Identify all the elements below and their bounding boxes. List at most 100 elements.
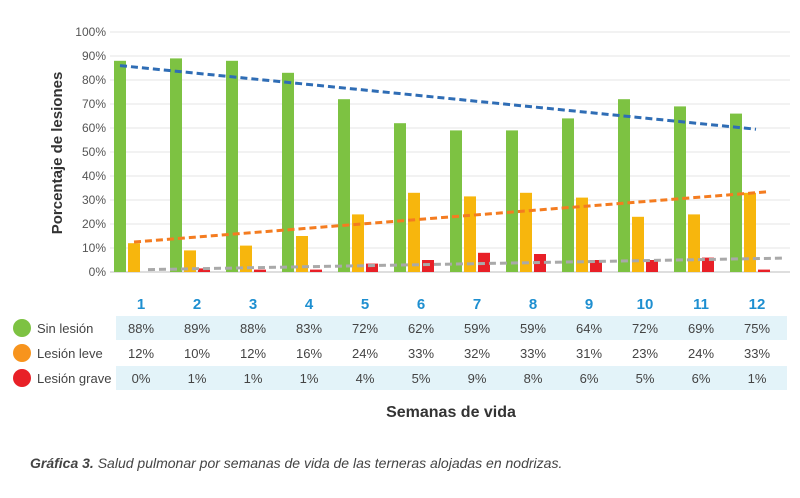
week-number: 8: [529, 296, 537, 313]
table-cell: 4%: [356, 371, 375, 386]
table-cell: 31%: [576, 346, 602, 361]
table-cell: 24%: [688, 346, 714, 361]
bar-sin-lesión: [450, 130, 462, 272]
y-tick-label: 80%: [82, 73, 106, 87]
table-cell: 24%: [352, 346, 378, 361]
table-cell: 6%: [580, 371, 599, 386]
week-number: 3: [249, 296, 257, 313]
bar-sin-lesión: [674, 106, 686, 273]
legend-dot: [13, 319, 31, 337]
table-cell: 23%: [632, 346, 658, 361]
week-number: 9: [585, 296, 593, 313]
caption-number: Gráfica 3.: [30, 455, 94, 471]
table-row-stripe: [116, 316, 787, 340]
bar-sin-lesión: [282, 72, 294, 272]
legend-label: Lesión leve: [37, 346, 103, 361]
bar-lesión-leve: [128, 243, 140, 272]
y-axis-label: Porcentaje de lesiones: [49, 72, 66, 235]
table-cell: 10%: [184, 346, 210, 361]
table-cell: 89%: [184, 321, 210, 336]
bar-sin-lesión: [394, 123, 406, 272]
legend-dot: [13, 344, 31, 362]
table-cell: 33%: [744, 346, 770, 361]
table-cell: 64%: [576, 321, 602, 336]
table-cell: 33%: [408, 346, 434, 361]
table-row-stripe: [116, 366, 787, 390]
y-tick-label: 100%: [75, 25, 106, 39]
table-cell: 9%: [468, 371, 487, 386]
table-cell: 88%: [240, 321, 266, 336]
bar-lesión-grave: [758, 269, 770, 272]
y-tick-label: 70%: [82, 97, 106, 111]
bar-lesión-leve: [744, 192, 756, 272]
table-cell: 59%: [520, 321, 546, 336]
legend-dot: [13, 369, 31, 387]
table-cell: 32%: [464, 346, 490, 361]
bar-sin-lesión: [618, 99, 630, 272]
bar-lesión-leve: [464, 196, 476, 272]
table-cell: 0%: [132, 371, 151, 386]
table-cell: 1%: [748, 371, 767, 386]
figure-caption: Gráfica 3. Salud pulmonar por semanas de…: [30, 455, 562, 471]
table-cell: 16%: [296, 346, 322, 361]
table-cell: 75%: [744, 321, 770, 336]
table-cell: 72%: [352, 321, 378, 336]
bar-lesión-grave: [534, 254, 546, 272]
bar-lesión-leve: [408, 192, 420, 272]
bar-lesión-grave: [702, 257, 714, 272]
bar-lesión-grave: [310, 269, 322, 272]
week-number: 12: [749, 296, 766, 313]
bars: [114, 58, 770, 273]
table-cell: 5%: [636, 371, 655, 386]
legend-label: Sin lesión: [37, 321, 93, 336]
bar-sin-lesión: [506, 130, 518, 272]
table-cell: 5%: [412, 371, 431, 386]
week-number: 1: [137, 296, 145, 313]
bar-sin-lesión: [562, 118, 574, 273]
table-cell: 33%: [520, 346, 546, 361]
y-tick-label: 50%: [82, 145, 106, 159]
table-cell: 59%: [464, 321, 490, 336]
y-tick-label: 20%: [82, 217, 106, 231]
trendline-lesión-leve: [133, 190, 771, 244]
week-number: 11: [693, 296, 709, 313]
bar-sin-lesión: [114, 60, 126, 272]
table-cell: 62%: [408, 321, 434, 336]
bar-sin-lesión: [338, 99, 350, 272]
table-cell: 88%: [128, 321, 154, 336]
chart: 0%10%20%30%40%50%60%70%80%90%100% Porcen…: [13, 25, 790, 421]
y-tick-label: 90%: [82, 49, 106, 63]
y-tick-label: 40%: [82, 169, 106, 183]
bar-lesión-grave: [254, 269, 266, 272]
week-number: 5: [361, 296, 369, 313]
trendline-sin-lesión: [119, 64, 757, 131]
bar-lesión-grave: [366, 263, 378, 272]
table-cell: 83%: [296, 321, 322, 336]
y-tick-label: 30%: [82, 193, 106, 207]
week-number: 4: [305, 296, 314, 313]
legend-label: Lesión grave: [37, 371, 111, 386]
week-number: 2: [193, 296, 201, 313]
bar-lesión-leve: [240, 245, 252, 272]
bar-lesión-leve: [632, 216, 644, 272]
table-cell: 1%: [300, 371, 319, 386]
bar-sin-lesión: [170, 58, 182, 273]
week-number: 6: [417, 296, 425, 313]
bar-lesión-leve: [184, 250, 196, 272]
bar-sin-lesión: [730, 113, 742, 272]
table-cell: 69%: [688, 321, 714, 336]
caption-text: Salud pulmonar por semanas de vida de la…: [93, 455, 563, 471]
y-tick-label: 10%: [82, 241, 106, 255]
x-axis-label: Semanas de vida: [386, 404, 516, 421]
trendlines: [119, 64, 785, 272]
table-cell: 8%: [524, 371, 543, 386]
bar-lesión-leve: [352, 214, 364, 272]
week-number: 7: [473, 296, 481, 313]
y-tick-labels: 0% 10% 20% 30% 40% 50% 60% 70% 80% 90% 100%: [75, 25, 106, 279]
bar-lesión-leve: [576, 197, 588, 272]
bar-lesión-leve: [296, 236, 308, 272]
table-cell: 1%: [244, 371, 263, 386]
trendline-lesión-grave: [147, 256, 785, 272]
bar-lesión-leve: [688, 214, 700, 272]
bar-lesión-leve: [520, 192, 532, 272]
